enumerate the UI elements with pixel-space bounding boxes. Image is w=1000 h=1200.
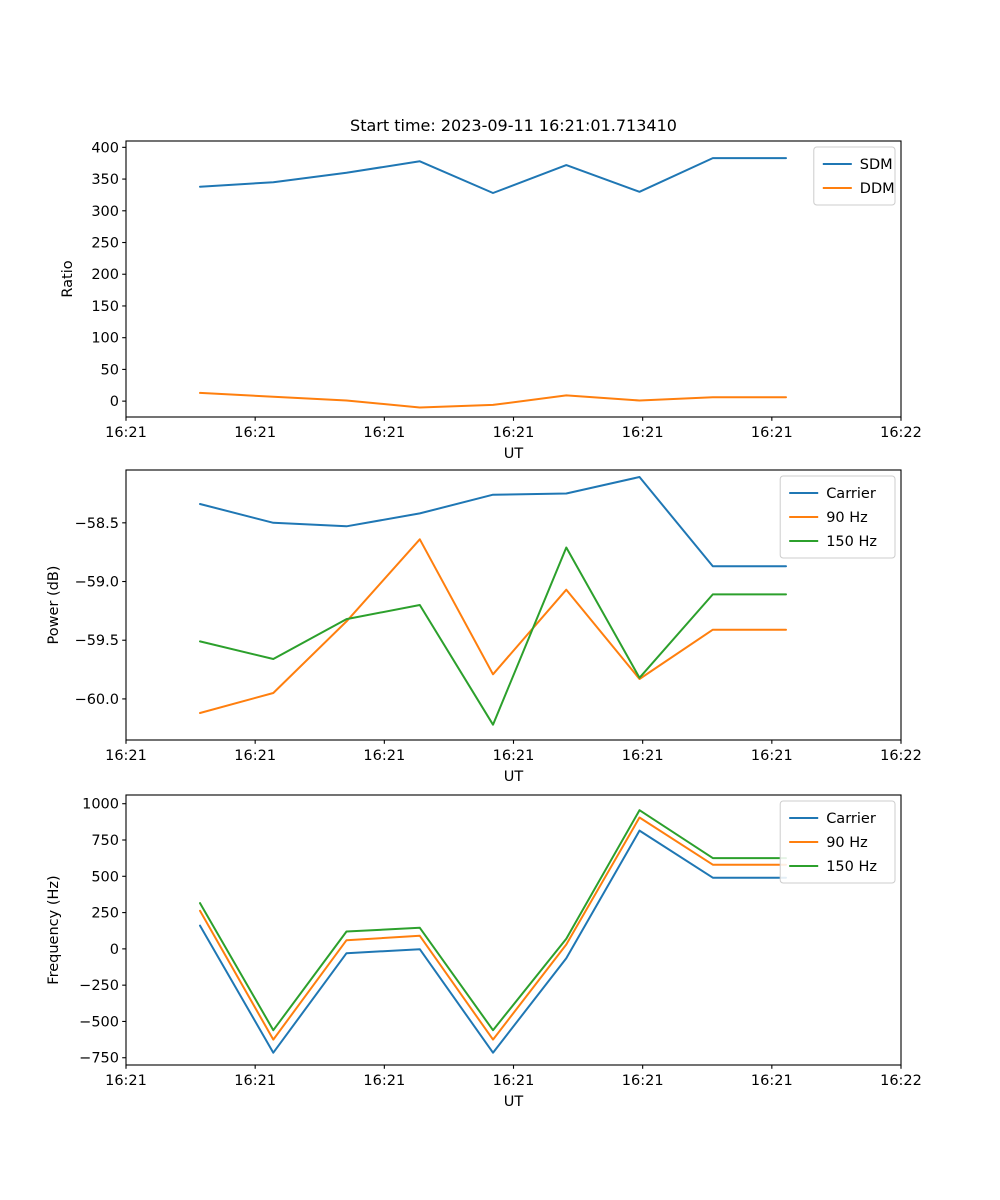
x-axis-label: UT — [504, 1094, 524, 1110]
y-axis-label: Frequency (Hz) — [46, 875, 62, 984]
legend: SDM DDM — [813, 146, 896, 206]
x-tick-label: 16:21 — [493, 425, 535, 441]
y-tick-label: −59.0 — [75, 575, 119, 591]
legend: Carrier 90 Hz 150 Hz — [779, 475, 896, 559]
series-line-ddm — [199, 391, 787, 409]
y-tick-label: 500 — [91, 869, 119, 885]
x-tick-label: 16:21 — [363, 1073, 405, 1089]
legend-label-150-hz: 150 Hz — [826, 534, 877, 550]
x-tick-label: 16:21 — [622, 425, 664, 441]
series-line-sdm — [199, 157, 787, 194]
x-tick-label: 16:21 — [493, 1073, 535, 1089]
y-tick-label: −750 — [79, 1051, 119, 1067]
data-lines — [199, 157, 787, 409]
legend-box — [779, 800, 896, 884]
y-tick-label: 1000 — [82, 797, 119, 813]
legend-label-ddm: DDM — [860, 181, 895, 197]
subplot-top: 0 50 100 150 200 250 300 350 400 16:21 16:21 16:21 1… — [60, 116, 922, 462]
x-tick-label: 16:21 — [363, 425, 405, 441]
y-tick-label: −60.0 — [75, 692, 119, 708]
data-lines — [199, 476, 787, 726]
legend-label-sdm: SDM — [860, 157, 893, 173]
subplot-middle: −58.5 −59.0 −59.5 −60.0 16:21 16:21 16:21 16:21… — [46, 469, 922, 785]
x-tick-label: 16:21 — [622, 748, 664, 764]
y-tick-label: 150 — [91, 299, 119, 315]
x-tick-label: 16:21 — [363, 748, 405, 764]
y-tick-label: 300 — [91, 204, 119, 220]
x-tick-label: 16:21 — [751, 425, 793, 441]
data-lines — [199, 809, 787, 1054]
y-tick-label: −58.5 — [75, 516, 119, 532]
legend-label-carrier: Carrier — [826, 486, 876, 502]
x-axis-label: UT — [504, 769, 524, 785]
y-tick-label: 750 — [91, 833, 119, 849]
y-tick-label: 400 — [91, 140, 119, 156]
y-tick-label: 100 — [91, 331, 119, 347]
legend-box — [813, 146, 896, 206]
y-tick-label: 0 — [110, 394, 119, 410]
x-tick-label: 16:21 — [751, 1073, 793, 1089]
legend-label-carrier: Carrier — [826, 811, 876, 827]
y-tick-label: 0 — [110, 942, 119, 958]
y-tick-label: 250 — [91, 236, 119, 252]
series-line-90-hz — [199, 538, 787, 714]
legend-box — [779, 475, 896, 559]
y-tick-label: −250 — [79, 978, 119, 994]
x-tick-label: 16:22 — [880, 425, 922, 441]
y-tick-label: 50 — [101, 362, 119, 378]
x-tick-label: 16:21 — [234, 748, 276, 764]
y-tick-label: 200 — [91, 267, 119, 283]
x-tick-label: 16:21 — [105, 425, 147, 441]
y-tick-label: 350 — [91, 172, 119, 188]
y-tick-label: −500 — [79, 1014, 119, 1030]
x-tick-label: 16:21 — [234, 1073, 276, 1089]
x-tick-label: 16:21 — [105, 1073, 147, 1089]
y-axis-label: Power (dB) — [46, 566, 62, 645]
legend-label-150-hz: 150 Hz — [826, 859, 877, 875]
x-tick-label: 16:21 — [751, 748, 793, 764]
x-tick-label: 16:21 — [234, 425, 276, 441]
series-line-carrier — [199, 476, 787, 568]
legend-label-90-hz: 90 Hz — [826, 510, 868, 526]
x-tick-label: 16:22 — [880, 1073, 922, 1089]
series-line-90-hz — [199, 816, 787, 1041]
x-tick-label: 16:22 — [880, 748, 922, 764]
x-axis-label: UT — [504, 446, 524, 462]
legend: Carrier 90 Hz 150 Hz — [779, 800, 896, 884]
y-tick-label: −59.5 — [75, 633, 119, 649]
series-line-carrier — [199, 829, 787, 1054]
x-tick-label: 16:21 — [622, 1073, 664, 1089]
chart-title: Start time: 2023-09-11 16:21:01.713410 — [350, 116, 677, 135]
y-axis-label: Ratio — [60, 260, 76, 297]
x-tick-label: 16:21 — [493, 748, 535, 764]
y-tick-label: 250 — [91, 906, 119, 922]
series-line-150-hz — [199, 809, 787, 1032]
axes-spines — [125, 140, 902, 418]
series-line-150-hz — [199, 546, 787, 726]
subplot-bottom: −750 −500 −250 0 250 500 750 1000 16:21 16:21 16:2… — [46, 794, 922, 1110]
legend-label-90-hz: 90 Hz — [826, 835, 868, 851]
x-tick-label: 16:21 — [105, 748, 147, 764]
